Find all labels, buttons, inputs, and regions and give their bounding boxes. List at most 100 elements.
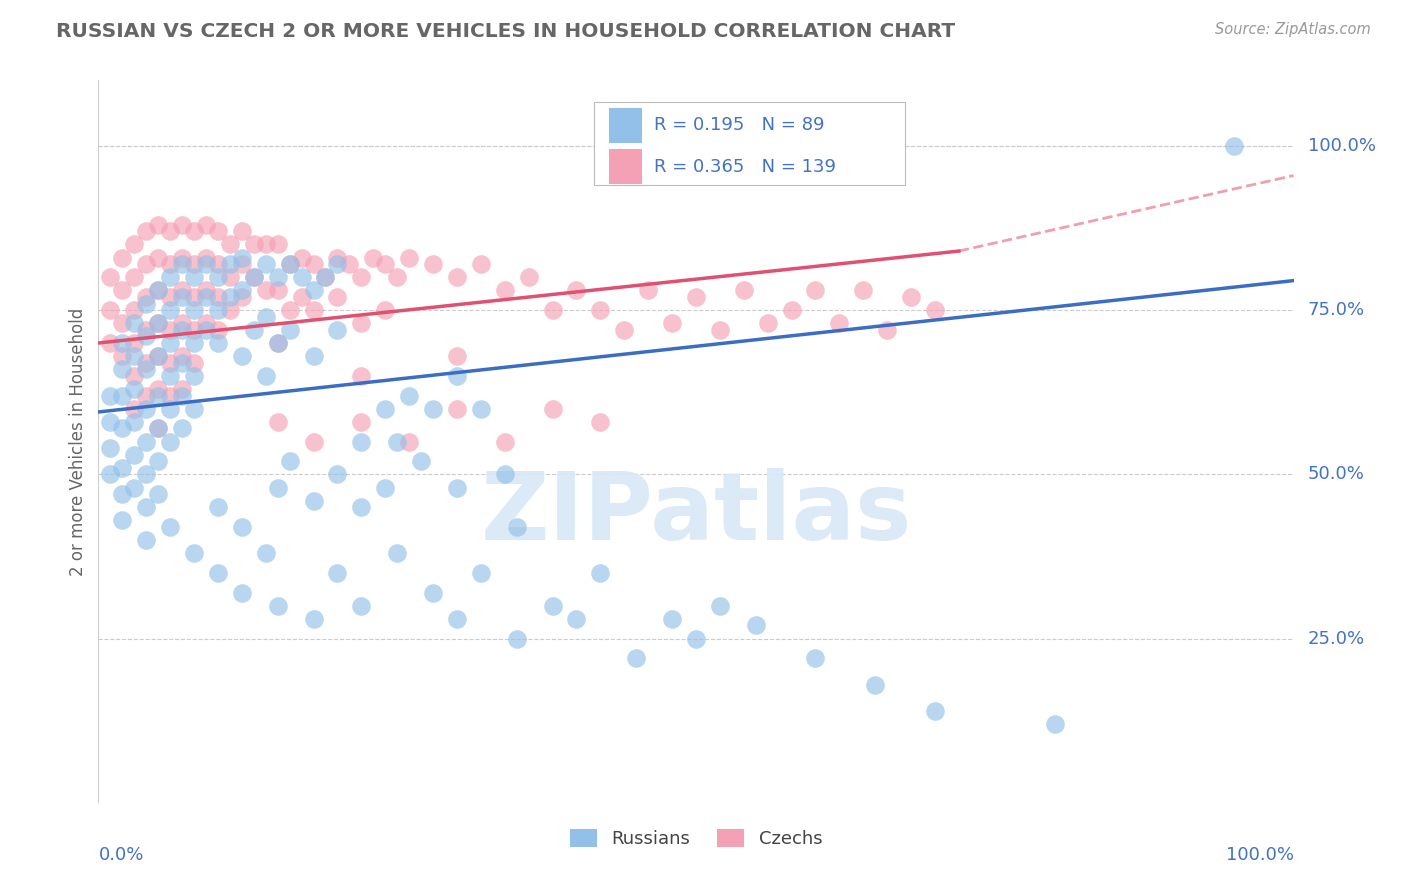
Point (398, 434, 420, 449)
Point (494, 284, 516, 298)
Point (446, 270, 468, 285)
Point (135, 533, 157, 547)
Point (159, 434, 181, 449)
Point (183, 303, 205, 318)
Point (231, 284, 253, 298)
Point (446, 368, 468, 383)
Point (148, 316, 170, 330)
Point (148, 487, 170, 501)
Point (148, 251, 170, 265)
Point (446, 481, 468, 495)
Point (745, 618, 768, 632)
Point (267, 336, 290, 351)
Point (291, 251, 314, 265)
Point (267, 237, 290, 252)
Point (172, 251, 194, 265)
Point (470, 401, 492, 416)
Point (231, 290, 253, 304)
Point (589, 415, 612, 429)
Point (98, 388, 122, 402)
Text: 100.0%: 100.0% (1308, 137, 1376, 155)
Point (172, 323, 194, 337)
Point (278, 323, 301, 337)
Point (267, 336, 290, 351)
Point (302, 349, 325, 363)
Point (398, 388, 420, 402)
Point (195, 284, 218, 298)
Point (243, 270, 266, 285)
Point (159, 336, 181, 351)
Point (254, 257, 277, 271)
Text: RUSSIAN VS CZECH 2 OR MORE VEHICLES IN HOUSEHOLD CORRELATION CHART: RUSSIAN VS CZECH 2 OR MORE VEHICLES IN H… (56, 22, 955, 41)
Point (159, 303, 181, 318)
Point (124, 303, 146, 318)
Point (98, 336, 122, 351)
Point (159, 520, 181, 534)
Point (565, 284, 588, 298)
Point (828, 316, 851, 330)
Point (148, 382, 170, 396)
Point (350, 316, 373, 330)
Point (111, 284, 134, 298)
Point (219, 303, 242, 318)
Legend: Russians, Czechs: Russians, Czechs (562, 822, 830, 855)
Point (267, 599, 290, 613)
Point (183, 270, 205, 285)
Point (852, 284, 875, 298)
Point (231, 349, 253, 363)
Point (183, 368, 205, 383)
FancyBboxPatch shape (595, 102, 905, 185)
Point (446, 349, 468, 363)
Point (709, 599, 731, 613)
Point (111, 336, 134, 351)
Point (124, 270, 146, 285)
Point (172, 218, 194, 232)
Point (111, 513, 134, 527)
Text: ZIPatlas: ZIPatlas (481, 467, 911, 560)
Point (231, 251, 253, 265)
Text: R = 0.365   N = 139: R = 0.365 N = 139 (654, 158, 837, 176)
Point (111, 460, 134, 475)
Point (135, 257, 157, 271)
Point (124, 336, 146, 351)
Point (254, 284, 277, 298)
Point (302, 284, 325, 298)
Point (422, 257, 444, 271)
Point (278, 454, 301, 468)
Point (124, 448, 146, 462)
Point (302, 303, 325, 318)
Point (183, 336, 205, 351)
Point (195, 290, 218, 304)
Point (350, 415, 373, 429)
Point (219, 257, 242, 271)
Text: 25.0%: 25.0% (1308, 630, 1365, 648)
Point (148, 284, 170, 298)
Point (135, 362, 157, 376)
Point (363, 251, 385, 265)
Point (231, 257, 253, 271)
Point (254, 368, 277, 383)
Point (506, 520, 529, 534)
Point (135, 323, 157, 337)
Point (124, 349, 146, 363)
Point (267, 415, 290, 429)
Point (207, 270, 229, 285)
Point (613, 323, 636, 337)
Point (207, 500, 229, 515)
Point (148, 421, 170, 435)
Point (254, 310, 277, 324)
Point (589, 303, 612, 318)
Point (350, 434, 373, 449)
Point (804, 284, 827, 298)
Point (326, 467, 349, 482)
Point (709, 323, 731, 337)
Point (291, 290, 314, 304)
Point (291, 270, 314, 285)
Point (124, 368, 146, 383)
Point (374, 401, 396, 416)
Point (422, 585, 444, 599)
Point (195, 218, 218, 232)
Point (350, 368, 373, 383)
Point (172, 257, 194, 271)
Point (148, 349, 170, 363)
